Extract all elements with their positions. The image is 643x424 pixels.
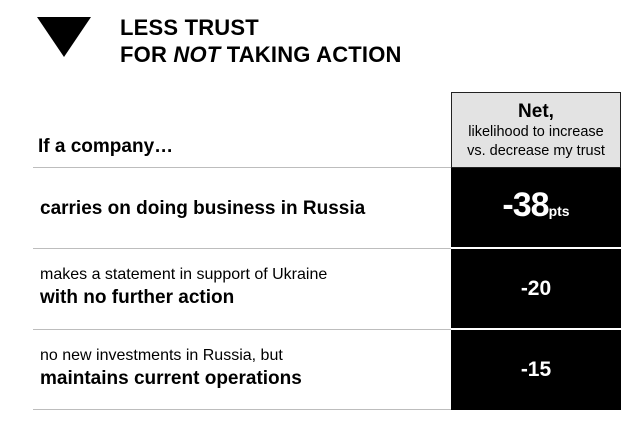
row-3-value: -15	[520, 358, 552, 381]
net-column-subtitle-1: likelihood to increase	[468, 124, 604, 140]
net-column-header: Net, likelihood to increase vs. decrease…	[451, 92, 621, 168]
row-1-value-number: -38	[502, 186, 549, 224]
headline-prefix: FOR	[120, 42, 174, 67]
headline-emphasis: NOT	[173, 42, 221, 67]
row-3-label-bold: maintains current operations	[40, 368, 302, 389]
net-value-column	[451, 168, 621, 410]
row-3-label-plain: no new investments in Russia, but	[40, 347, 283, 364]
table-row-label: no new investments in Russia, but mainta…	[40, 345, 302, 391]
row-1-value-unit: pts	[548, 203, 570, 219]
table-intro: If a company…	[38, 136, 174, 157]
row-divider	[33, 167, 451, 168]
down-triangle-icon	[37, 17, 91, 57]
net-column-title: Net,	[518, 101, 554, 122]
row-2-value: -20	[520, 277, 552, 300]
row-1-value: -38pts	[451, 186, 621, 225]
table-row-label: makes a statement in support of Ukraine …	[40, 264, 327, 310]
row-2-label-plain: makes a statement in support of Ukraine	[40, 266, 328, 283]
row-divider	[33, 248, 451, 249]
table-row-label: carries on doing business in Russia	[40, 197, 365, 221]
headline-suffix: TAKING ACTION	[220, 42, 402, 67]
value-divider	[451, 247, 621, 249]
row-divider	[33, 409, 451, 410]
headline: LESS TRUST FOR NOT TAKING ACTION	[120, 14, 402, 68]
row-2-label-bold: with no further action	[40, 287, 235, 308]
headline-line-1: LESS TRUST	[120, 15, 259, 40]
row-divider	[33, 329, 451, 330]
value-divider	[451, 328, 621, 330]
net-column-subtitle-2: vs. decrease my trust	[467, 143, 605, 159]
row-1-label: carries on doing business in Russia	[40, 198, 366, 219]
headline-line-2: FOR NOT TAKING ACTION	[120, 41, 402, 68]
